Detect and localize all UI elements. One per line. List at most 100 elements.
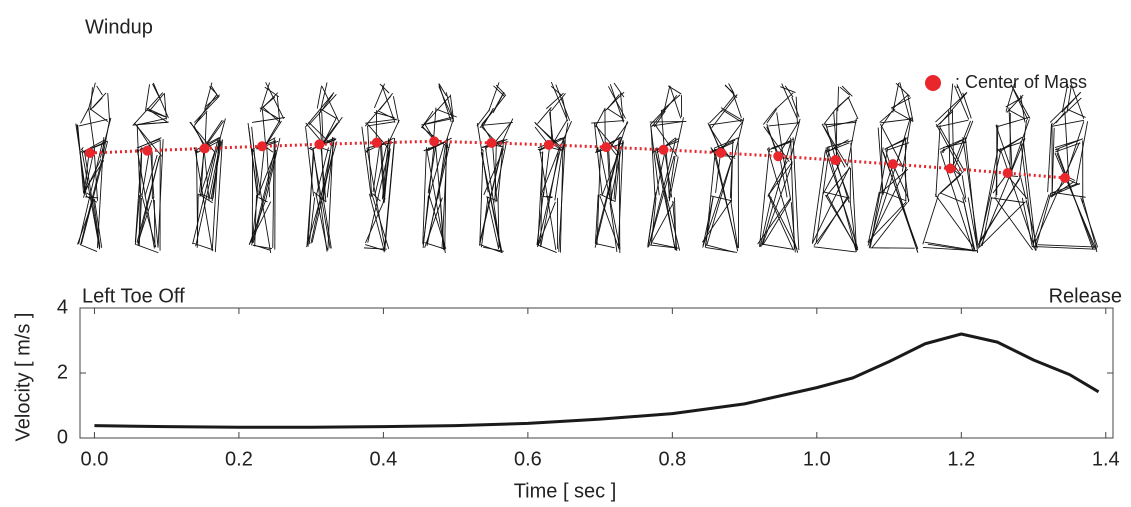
limb: [1049, 183, 1081, 197]
limb: [978, 201, 1026, 248]
limb: [366, 148, 370, 153]
limb: [438, 83, 447, 97]
limb: [78, 119, 108, 127]
limb: [422, 195, 429, 248]
limb: [321, 86, 340, 123]
limb: [935, 123, 963, 172]
limb: [710, 195, 733, 202]
limb: [962, 197, 976, 252]
limb: [251, 148, 255, 153]
limb: [1022, 139, 1037, 251]
limb: [759, 151, 770, 247]
limb: [1008, 109, 1026, 120]
limb: [761, 243, 794, 250]
limb: [835, 96, 849, 111]
limb: [138, 137, 162, 149]
limb: [767, 160, 788, 197]
limb: [427, 147, 430, 151]
limb: [882, 152, 919, 250]
limb: [444, 118, 455, 145]
limb: [276, 96, 281, 122]
limb: [593, 122, 603, 194]
limb: [424, 242, 446, 250]
limb: [392, 96, 400, 123]
limb: [886, 142, 910, 151]
limb: [781, 83, 798, 119]
limb: [372, 140, 381, 193]
limb: [211, 140, 220, 251]
limb: [138, 121, 169, 125]
limb: [305, 127, 315, 197]
limb: [705, 149, 716, 247]
limb: [674, 197, 677, 251]
limb: [379, 139, 385, 198]
limb: [152, 196, 159, 248]
limb: [850, 142, 857, 251]
legend-text: : Center of Mass: [955, 72, 1087, 92]
limb: [136, 148, 155, 249]
limb: [194, 147, 213, 252]
limb: [258, 145, 265, 196]
limb: [537, 151, 544, 247]
limb: [481, 148, 484, 152]
limb: [425, 147, 446, 253]
limb: [138, 147, 143, 246]
x-axis-label: Time [ sec ]: [514, 480, 617, 502]
com-point: [830, 155, 841, 166]
limb: [379, 83, 390, 94]
com-point: [486, 137, 497, 148]
limb: [849, 200, 857, 253]
limb: [879, 123, 904, 167]
limb: [936, 119, 969, 128]
limb: [835, 161, 850, 203]
limb: [493, 85, 506, 98]
limb: [924, 241, 977, 252]
limb: [252, 152, 277, 243]
limb: [948, 110, 951, 167]
limb: [867, 201, 907, 243]
limb: [550, 81, 569, 122]
limb: [81, 152, 101, 250]
limb: [770, 150, 773, 153]
limb: [1037, 244, 1097, 248]
limb: [538, 244, 557, 253]
limb: [366, 146, 371, 149]
limb: [999, 150, 1002, 153]
limb: [480, 152, 502, 252]
limb: [922, 193, 940, 245]
limb: [724, 84, 738, 99]
limb: [373, 111, 395, 119]
limb: [600, 151, 621, 249]
limb: [734, 117, 745, 157]
limb: [1020, 140, 1035, 249]
limb: [609, 122, 629, 149]
left-label: Left Toe Off: [82, 285, 185, 307]
limb: [949, 83, 954, 111]
limb: [650, 197, 657, 246]
com-point: [945, 163, 956, 174]
limb: [308, 197, 316, 245]
limb: [196, 149, 199, 243]
limb: [549, 109, 553, 143]
limb: [1034, 142, 1080, 244]
limb: [822, 162, 841, 195]
limb: [767, 194, 794, 251]
limb: [381, 138, 390, 200]
limb: [729, 139, 734, 199]
limb: [811, 151, 826, 244]
top-label: Windup: [85, 16, 153, 38]
com-point: [773, 151, 784, 162]
limb: [137, 199, 153, 244]
limb: [761, 141, 792, 247]
limb: [594, 151, 619, 248]
limb: [204, 82, 213, 110]
limb: [1035, 192, 1052, 248]
limb: [723, 110, 742, 123]
limb: [374, 146, 387, 197]
limb: [978, 178, 1020, 243]
limb: [320, 147, 327, 203]
limb: [312, 147, 328, 252]
limb: [148, 109, 168, 123]
limb: [96, 137, 105, 249]
